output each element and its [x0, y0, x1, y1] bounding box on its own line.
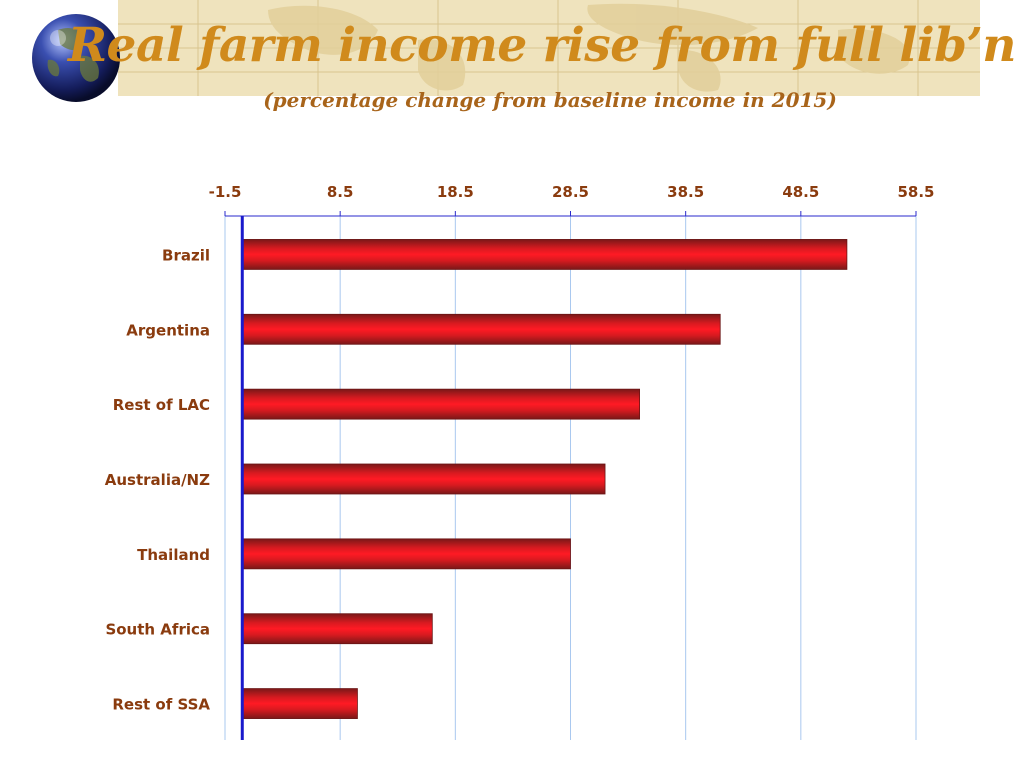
bar-brazil: [241, 239, 848, 270]
x-axis: -1.5 8.5 18.5 28.5 38.5 48.5 58.5: [209, 183, 935, 217]
x-tick-label: 58.5: [897, 183, 934, 201]
category-label: South Africa: [105, 621, 210, 639]
slide-subtitle: (percentage change from baseline income …: [263, 88, 837, 112]
x-tick-label: 38.5: [667, 183, 704, 201]
category-label: Argentina: [126, 321, 210, 339]
map-banner: [118, 0, 980, 96]
x-tick-label: 8.5: [327, 183, 354, 201]
category-label: Rest of SSA: [112, 696, 210, 714]
world-map-decoration: [118, 0, 980, 96]
slide-title: Real farm income rise from full lib’n: [68, 18, 1016, 73]
category-labels: Brazil Argentina Rest of LAC Australia/NZ Th…: [105, 246, 211, 713]
category-label: Thailand: [137, 546, 210, 564]
category-label: Brazil: [162, 246, 210, 264]
bar-australia-nz: [241, 463, 606, 495]
x-tick-label: 48.5: [782, 183, 819, 201]
x-tick-label: -1.5: [209, 183, 242, 201]
bars: [241, 239, 848, 719]
bar-thailand: [241, 538, 571, 570]
category-label: Rest of LAC: [113, 396, 210, 414]
bar-south-africa: [241, 613, 433, 645]
x-tick-label: 18.5: [437, 183, 474, 201]
category-label: Australia/NZ: [105, 471, 210, 489]
bar-argentina: [241, 313, 721, 345]
globe-icon: [32, 14, 120, 102]
x-tick-label: 28.5: [552, 183, 589, 201]
bar-rest-of-lac: [241, 388, 641, 420]
bar-rest-of-ssa: [241, 688, 358, 719]
